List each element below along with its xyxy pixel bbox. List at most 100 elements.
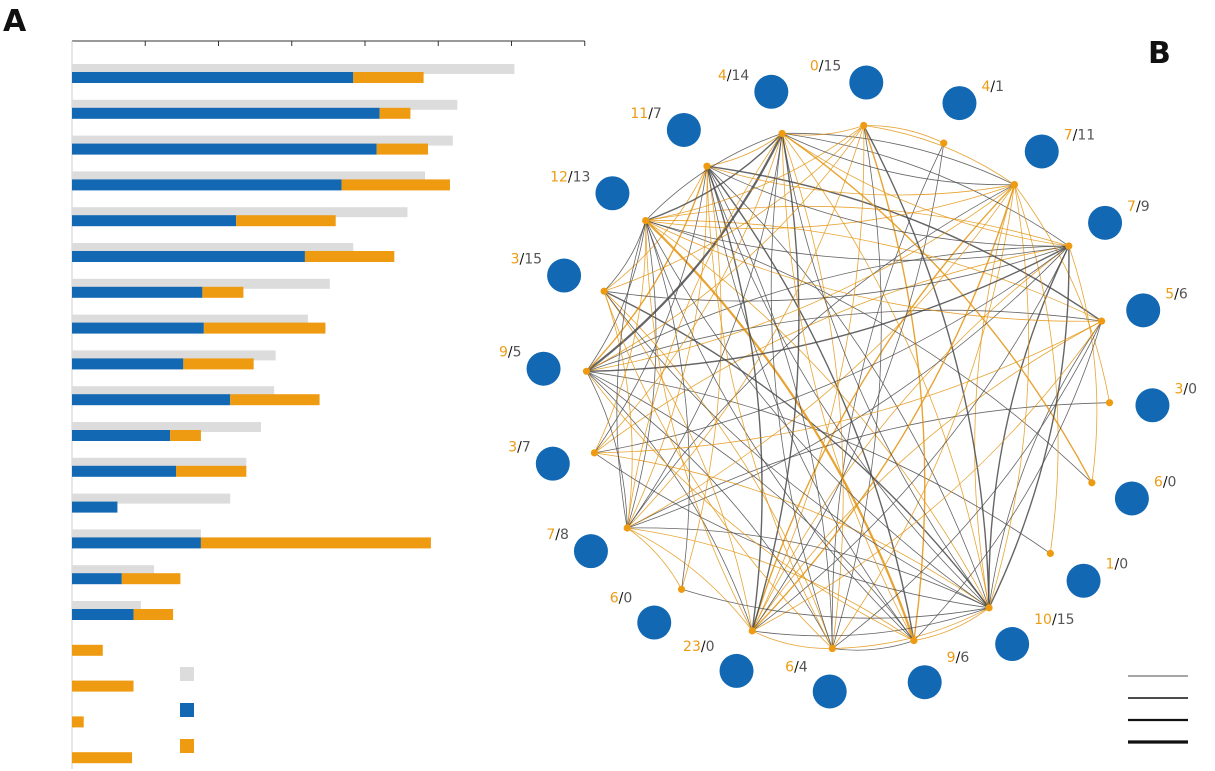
node-circle: [995, 627, 1030, 662]
network-edge: [585, 165, 708, 372]
node-circle: [637, 605, 672, 640]
network-edge: [594, 220, 647, 454]
ratio-right: 13: [573, 169, 591, 185]
network-edge: [586, 370, 915, 641]
ratio-left: 7: [1064, 127, 1073, 143]
panel-a-label: A: [3, 4, 27, 39]
ratio-right: 15: [524, 252, 542, 268]
network-edge: [645, 220, 990, 609]
network-edges: [585, 125, 1110, 651]
bar-self: [72, 609, 134, 620]
network-edge: [752, 607, 990, 637]
ratio-right: 7: [653, 106, 662, 122]
network-edge: [645, 220, 1102, 322]
network-edge: [913, 320, 1102, 641]
edge-anchor-dot: [703, 162, 711, 170]
network-edge: [706, 165, 1069, 247]
edge-anchor-dot: [582, 367, 591, 375]
edge-anchor-dot: [1088, 479, 1096, 487]
node-circle: [1126, 293, 1161, 328]
node-ratio: 6/0: [610, 591, 633, 607]
ratio-slash: /: [819, 59, 824, 75]
network-edge: [832, 640, 915, 651]
bar-self: [72, 179, 342, 191]
ratio-right: 9: [1141, 199, 1150, 215]
network-edge: [988, 245, 1070, 609]
bar-self: [72, 537, 201, 549]
bar-other: [203, 322, 326, 334]
ratio-left: 3: [508, 440, 517, 456]
bar-total: [72, 457, 247, 468]
ratio-left: 9: [947, 650, 956, 666]
network-edge: [781, 133, 915, 641]
network-edge: [626, 220, 657, 529]
bar-other: [183, 358, 254, 370]
network-edge: [586, 220, 647, 372]
network-edge: [604, 245, 1069, 302]
network-edge: [781, 132, 1093, 484]
node-ratio: 9/6: [947, 650, 970, 666]
node-ratio: 6/4: [785, 659, 808, 675]
ratio-left: 9: [499, 345, 508, 361]
network-edge: [706, 165, 990, 608]
network-edge: [706, 165, 763, 631]
ratio-right: 15: [823, 59, 841, 75]
network-edge: [832, 320, 1102, 649]
bar-total: [72, 386, 275, 397]
bar-legend: [180, 667, 194, 753]
ratio-left: 3: [511, 252, 520, 268]
bar-total: [72, 171, 426, 182]
legend-swatch: [180, 667, 194, 681]
network-edge: [627, 245, 1070, 529]
ratio-left: 5: [1165, 286, 1174, 302]
ratio-slash: /: [517, 440, 522, 456]
bar-total: [72, 278, 330, 289]
ratio-right: 5: [513, 345, 522, 361]
network-edge: [988, 245, 1070, 608]
node-ratio: 3/7: [508, 440, 531, 456]
node-circle: [719, 653, 754, 688]
ratio-right: 8: [560, 527, 569, 543]
ratio-slash: /: [1136, 199, 1141, 215]
edge-anchor-dot: [1105, 399, 1114, 407]
network-edge: [627, 527, 990, 609]
network-edge: [645, 184, 1015, 229]
ratio-slash: /: [1073, 127, 1078, 143]
node-ratio: 0/15: [810, 59, 841, 75]
edge-anchor-dot: [940, 139, 948, 147]
network-edge: [681, 166, 722, 590]
network-edge: [831, 184, 1015, 649]
node-circle: [907, 665, 942, 700]
network-edge: [706, 166, 833, 649]
ratio-left: 7: [546, 527, 555, 543]
node-ratio: 9/5: [499, 345, 522, 361]
network-edge: [781, 133, 844, 649]
ratio-right: 0: [706, 639, 715, 655]
ratio-left: 3: [1174, 381, 1183, 397]
ratio-left: 10: [1034, 612, 1052, 628]
network-edge: [594, 452, 990, 609]
edge-anchor-dot: [985, 604, 993, 612]
network-edge: [988, 184, 1030, 608]
ratio-left: 1: [1106, 557, 1115, 573]
bar-other: [341, 179, 450, 191]
network-edge: [645, 205, 1069, 247]
network-edge: [706, 166, 915, 641]
ratio-slash: /: [794, 659, 799, 675]
network-edge: [706, 165, 1015, 196]
node-ratio: 7/9: [1127, 199, 1150, 215]
network-edge: [603, 291, 833, 649]
ratio-right: 7: [522, 440, 531, 456]
network-edge: [706, 165, 1103, 322]
network-edge: [831, 125, 882, 649]
network-edge: [586, 371, 628, 529]
network-edge: [644, 219, 915, 641]
bar-total: [72, 314, 308, 325]
bar-total: [72, 207, 408, 218]
ratio-right: 0: [1119, 557, 1128, 573]
network-edge: [594, 452, 990, 609]
bar-total: [72, 64, 515, 74]
network-edge: [603, 166, 708, 292]
bar-self: [72, 251, 305, 262]
bar-self: [72, 358, 184, 370]
